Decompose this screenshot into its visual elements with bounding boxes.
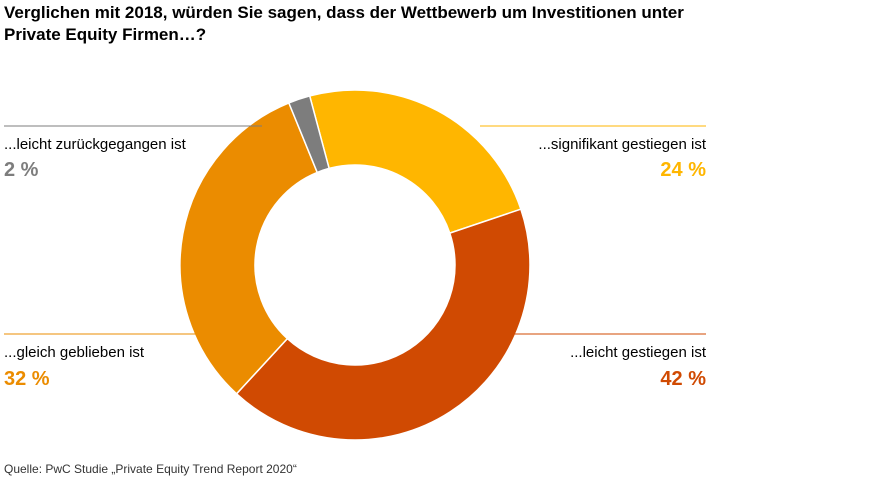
slice-label-signifikant-gestiegen: ...signifikant gestiegen ist xyxy=(538,136,706,153)
slice-label-leicht-zurueckgegangen: ...leicht zurückgegangen ist xyxy=(4,136,186,153)
donut-slice-leicht-zurueckgegangen xyxy=(287,95,331,174)
slice-value-gleich-geblieben: 32 % xyxy=(4,368,50,390)
slice-value-signifikant-gestiegen: 24 % xyxy=(660,159,706,181)
slice-label-gleich-geblieben: ...gleich geblieben ist xyxy=(4,344,145,361)
chart-title: Verglichen mit 2018, würden Sie sagen, d… xyxy=(4,3,684,44)
slice-value-leicht-zurueckgegangen: 2 % xyxy=(4,159,39,181)
donut-slice-leicht-gestiegen xyxy=(235,208,531,441)
slice-value-leicht-gestiegen: 42 % xyxy=(660,368,706,390)
slice-label-leicht-gestiegen: ...leicht gestiegen ist xyxy=(570,344,706,361)
donut-slice-gleich-geblieben xyxy=(179,101,319,395)
source-note: Quelle: PwC Studie „Private Equity Trend… xyxy=(4,462,297,476)
donut-slice-signifikant-gestiegen xyxy=(308,89,522,235)
